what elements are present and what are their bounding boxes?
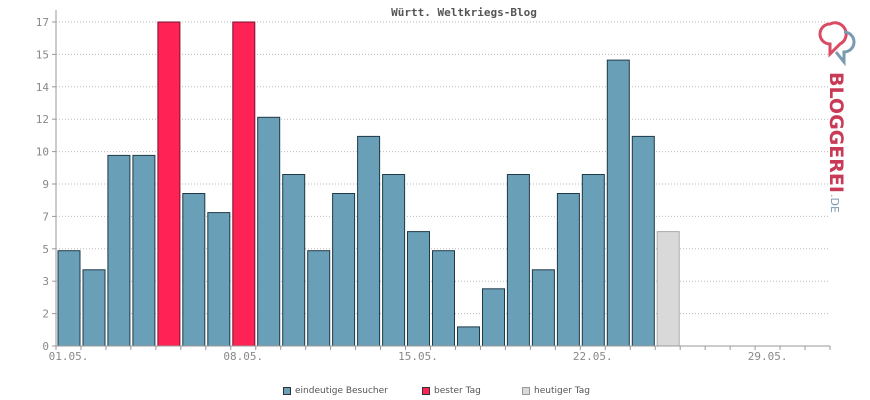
legend-swatch-today bbox=[522, 387, 530, 395]
legend-item-today: heutiger Tag bbox=[522, 386, 590, 396]
bars bbox=[57, 21, 680, 347]
y-tick-label: 0 bbox=[42, 340, 49, 353]
bar-today bbox=[656, 231, 680, 347]
bar bbox=[207, 212, 231, 347]
bloggerei-logo: BLOGGEREI .DE bbox=[818, 21, 856, 213]
y-tick-label: 5 bbox=[42, 243, 49, 256]
legend-swatch-best bbox=[422, 387, 430, 395]
x-tick-label: 01.05. bbox=[49, 350, 89, 363]
legend-label-today: heutiger Tag bbox=[534, 386, 591, 396]
bar bbox=[631, 135, 655, 347]
bar-best-day bbox=[157, 21, 181, 347]
legend-label-best: bester Tag bbox=[434, 386, 481, 396]
bar bbox=[432, 250, 455, 347]
y-tick-label: 3 bbox=[42, 275, 49, 288]
y-tick-label: 10 bbox=[36, 146, 49, 159]
y-tick-label: 9 bbox=[42, 178, 49, 191]
bar bbox=[581, 174, 605, 347]
bar bbox=[531, 269, 555, 347]
legend: eindeutige Besucher bester Tag heutiger … bbox=[0, 386, 870, 400]
bar bbox=[407, 231, 430, 347]
y-tick-label: 17 bbox=[36, 16, 49, 29]
x-tick-label: 29.05. bbox=[748, 350, 788, 363]
bar bbox=[57, 250, 81, 347]
y-tick-label: 2 bbox=[42, 308, 49, 321]
y-tick-label: 12 bbox=[36, 113, 49, 126]
bar bbox=[182, 193, 206, 347]
bar-best-day bbox=[232, 21, 256, 347]
bar bbox=[457, 326, 480, 347]
x-tick-label: 15.05. bbox=[398, 350, 438, 363]
legend-swatch-visitors bbox=[283, 387, 291, 395]
bar bbox=[132, 154, 156, 347]
y-axis-ticks: 0 2 3 5 7 9 10 12 14 15 17 bbox=[36, 16, 56, 353]
bar bbox=[307, 250, 331, 347]
x-tick-label: 22.05. bbox=[573, 350, 613, 363]
legend-item-best: bester Tag bbox=[422, 386, 481, 396]
bar bbox=[332, 193, 356, 347]
bar bbox=[482, 288, 505, 347]
x-axis-ticks: 01.05. 08.05. 15.05. 22.05. 29.05. bbox=[49, 346, 831, 363]
bar bbox=[282, 174, 306, 347]
legend-item-visitors: eindeutige Besucher bbox=[283, 386, 388, 396]
bar bbox=[357, 135, 381, 347]
y-tick-label: 7 bbox=[42, 210, 49, 223]
logo-suffix: .DE bbox=[828, 194, 841, 213]
bar bbox=[257, 116, 281, 347]
logo-icon bbox=[818, 21, 856, 67]
chart-title: Württ. Weltkriegs-Blog bbox=[391, 6, 537, 19]
logo-name: BLOGGEREI bbox=[825, 72, 847, 193]
y-tick-label: 15 bbox=[36, 48, 49, 61]
bar bbox=[556, 193, 580, 347]
bar bbox=[382, 174, 406, 347]
x-tick-label: 08.05. bbox=[223, 350, 263, 363]
bar bbox=[506, 174, 530, 347]
legend-label-visitors: eindeutige Besucher bbox=[295, 386, 388, 396]
bar bbox=[107, 154, 131, 347]
bar bbox=[82, 269, 106, 347]
y-tick-label: 14 bbox=[36, 81, 50, 94]
bar bbox=[606, 59, 630, 347]
